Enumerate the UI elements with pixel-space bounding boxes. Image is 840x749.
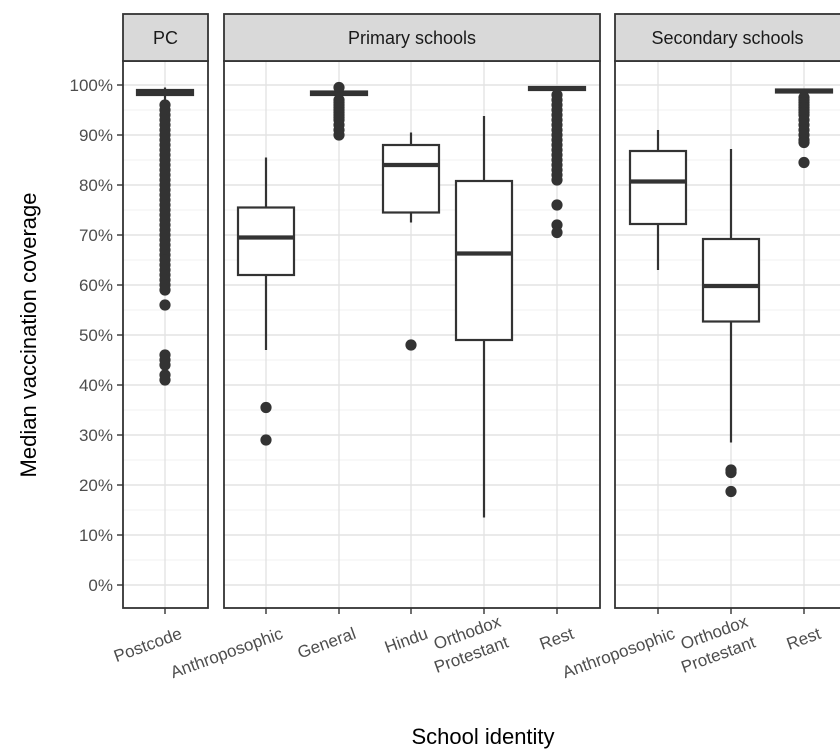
facet-panel: [615, 61, 840, 608]
facet-panels: PC Primary schools Secondary schools: [122, 13, 840, 609]
box: [701, 237, 761, 323]
outlier-point: [159, 284, 171, 296]
facet-panel: [224, 61, 600, 608]
y-axis-title: Median vaccination coverage: [16, 193, 41, 478]
y-tick-label: 20%: [79, 476, 113, 495]
x-tick-label: Postcode: [111, 624, 184, 666]
outlier-point: [725, 485, 737, 498]
boxplot-group: [628, 130, 688, 270]
outlier-point: [159, 299, 171, 311]
strip-background: [223, 13, 601, 62]
y-tick-label: 70%: [79, 226, 113, 245]
outlier-point: [260, 401, 272, 414]
outlier-point: [159, 359, 171, 371]
y-axis: 0% 10% 20% 30% 40% 50% 60% 70% 80% 90% 100%: [70, 76, 123, 595]
outlier-point: [333, 129, 345, 141]
outlier-point: [798, 156, 810, 169]
y-tick-label: 10%: [79, 526, 113, 545]
boxplot-group: [309, 81, 369, 141]
outlier-point: [551, 199, 563, 211]
y-tick-label: 30%: [79, 426, 113, 445]
facet-panel: [123, 61, 208, 608]
y-tick-label: 100%: [70, 76, 113, 95]
boxplot-group: [774, 88, 834, 169]
outlier-point: [798, 136, 810, 149]
strip-label: Primary schools: [348, 28, 476, 48]
x-tick-label: Hindu: [382, 624, 430, 657]
outlier-point: [725, 466, 737, 479]
box: [454, 179, 514, 342]
outlier-point: [333, 81, 345, 94]
x-tick-label: General: [295, 624, 358, 663]
box: [236, 206, 296, 277]
x-tick-label: OrthodoxProtestant: [671, 612, 758, 677]
x-tick-label: Rest: [784, 624, 824, 654]
boxplot-group: [701, 149, 761, 498]
strip-label: Secondary schools: [651, 28, 803, 48]
box: [628, 149, 688, 226]
x-tick-label: Anthroposophic: [168, 624, 286, 682]
y-tick-label: 90%: [79, 126, 113, 145]
box: [381, 143, 441, 214]
x-tick-label: Anthroposophic: [560, 624, 678, 682]
y-tick-label: 50%: [79, 326, 113, 345]
outlier-point: [405, 339, 417, 351]
boxplot-group: [527, 85, 587, 239]
y-tick-label: 80%: [79, 176, 113, 195]
y-tick-label: 40%: [79, 376, 113, 395]
y-tick-label: 0%: [88, 576, 113, 595]
x-tick-label: OrthodoxProtestant: [424, 612, 511, 677]
outlier-point: [159, 374, 171, 386]
boxplot-group: [135, 87, 195, 386]
outlier-point: [260, 434, 272, 446]
x-tick-label: Rest: [537, 624, 577, 654]
boxplot-group: [454, 116, 514, 518]
strip-background: [122, 13, 209, 62]
y-tick-label: 60%: [79, 276, 113, 295]
strip-label: PC: [153, 28, 178, 48]
boxplot-group: [381, 132, 441, 351]
outlier-point: [551, 226, 563, 239]
boxplot-group: [236, 157, 296, 446]
strip-background: [614, 13, 840, 62]
outlier-point: [551, 174, 563, 186]
x-axis-title: School identity: [411, 724, 554, 749]
